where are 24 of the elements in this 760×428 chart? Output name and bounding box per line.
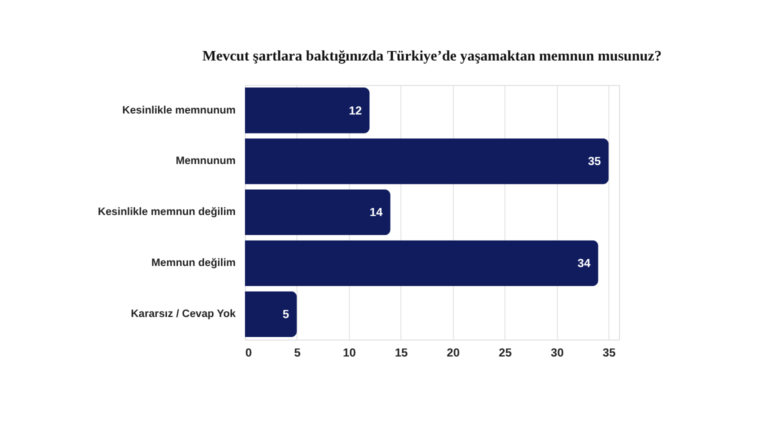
data-label: 12 bbox=[348, 104, 362, 118]
x-tick-label: 10 bbox=[342, 346, 356, 360]
data-label: 5 bbox=[282, 308, 290, 321]
x-tick-label: 0 bbox=[245, 346, 252, 360]
bar bbox=[244, 189, 390, 236]
bar bbox=[244, 291, 297, 338]
data-label: 35 bbox=[588, 155, 602, 168]
chart-title: Mevcut şartlara baktığınızda Türkiye’de yaşamaktan memnun musunuz? bbox=[202, 48, 662, 65]
data-label: 34 bbox=[578, 257, 592, 270]
y-tick-label: Kesinlikle memnun değilim bbox=[98, 206, 236, 218]
x-tick-label: 15 bbox=[394, 346, 408, 360]
y-tick-label: Memnun değilim bbox=[151, 257, 236, 270]
y-tick-label: Kesinlikle memnunum bbox=[122, 104, 236, 116]
data-label: 14 bbox=[370, 206, 384, 220]
bar bbox=[244, 87, 370, 134]
x-tick-label: 5 bbox=[294, 346, 302, 360]
y-tick-label: Kararsız / Cevap Yok bbox=[130, 308, 236, 320]
x-tick-label: 35 bbox=[602, 346, 616, 360]
x-tick-label: 20 bbox=[446, 346, 460, 360]
y-tick-label: Memnunum bbox=[176, 155, 236, 168]
x-tick-label: 30 bbox=[550, 346, 564, 360]
bar bbox=[244, 240, 598, 286]
x-tick-label: 25 bbox=[498, 346, 512, 360]
bar bbox=[244, 138, 609, 184]
